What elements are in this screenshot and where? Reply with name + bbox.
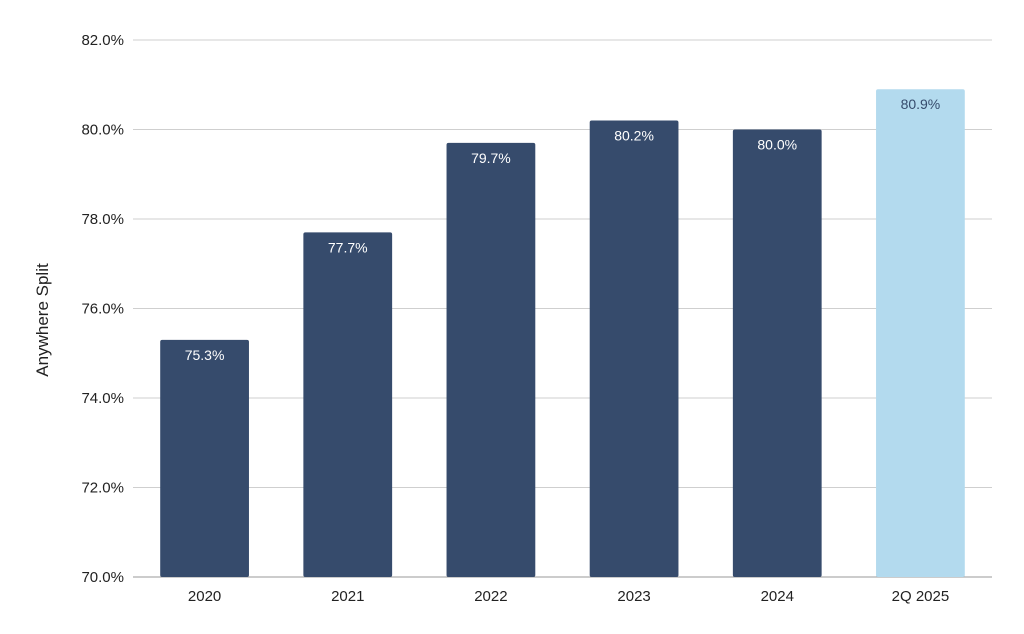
bar-value-label: 80.9% bbox=[901, 96, 941, 112]
bar-2q-2025 bbox=[876, 89, 965, 577]
y-tick-label: 76.0% bbox=[81, 301, 124, 318]
y-tick-label: 82.0% bbox=[81, 32, 124, 49]
x-tick-label: 2024 bbox=[761, 588, 794, 605]
bar-value-label: 79.7% bbox=[471, 150, 511, 166]
bar-2020 bbox=[160, 339, 249, 577]
bars: 75.3% 77.7% 79.7% 80.2% 80.0% 80.9% bbox=[160, 89, 965, 578]
y-axis-ticks: 70.0% 72.0% 74.0% 76.0% 78.0% 80.0% 82.0% bbox=[81, 32, 124, 586]
y-tick-label: 72.0% bbox=[81, 480, 124, 497]
bar-value-label: 75.3% bbox=[185, 347, 225, 363]
x-tick-label: 2022 bbox=[474, 588, 507, 605]
x-tick-label: 2020 bbox=[188, 588, 221, 605]
x-tick-label: 2021 bbox=[331, 588, 364, 605]
bar-2024 bbox=[732, 129, 822, 577]
y-tick-label: 70.0% bbox=[81, 569, 124, 586]
bar-2023 bbox=[589, 120, 679, 578]
bar-value-label: 80.0% bbox=[757, 137, 797, 153]
bar-2021 bbox=[303, 232, 393, 578]
bar-value-label: 77.7% bbox=[328, 239, 368, 255]
y-tick-label: 80.0% bbox=[81, 122, 124, 139]
y-tick-label: 74.0% bbox=[81, 390, 124, 407]
gridlines bbox=[133, 39, 992, 578]
y-tick-label: 78.0% bbox=[81, 211, 124, 228]
x-axis-ticks: 2020 2021 2022 2023 2024 2Q 2025 bbox=[188, 588, 949, 605]
x-tick-label: 2023 bbox=[617, 588, 650, 605]
bar-2022 bbox=[446, 142, 536, 578]
bar-value-label: 80.2% bbox=[614, 128, 654, 144]
y-axis-title: Anywhere Split bbox=[33, 263, 52, 377]
x-tick-label: 2Q 2025 bbox=[892, 588, 950, 605]
